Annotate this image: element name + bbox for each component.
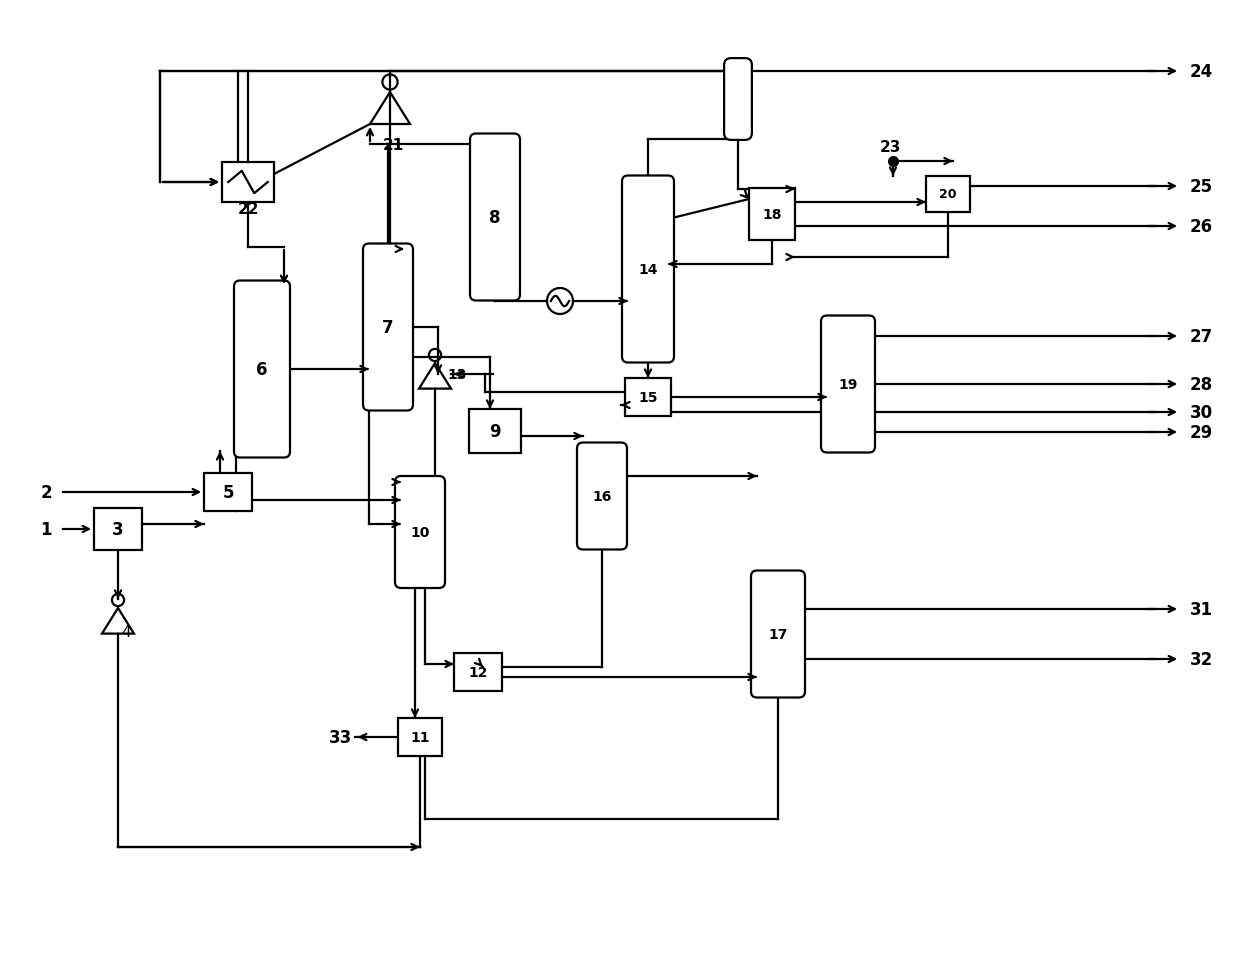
Text: 4: 4	[121, 625, 131, 639]
FancyBboxPatch shape	[751, 571, 805, 698]
Text: 15: 15	[638, 391, 658, 405]
Text: 17: 17	[768, 627, 788, 641]
Text: 19: 19	[839, 377, 857, 392]
Bar	[204, 474, 252, 512]
Text: 11: 11	[410, 730, 430, 744]
Text: 10: 10	[410, 525, 430, 539]
Text: 3: 3	[113, 520, 124, 538]
FancyBboxPatch shape	[234, 281, 290, 458]
Bar	[222, 163, 274, 203]
Text: 7: 7	[382, 318, 394, 336]
Text: 32: 32	[1189, 650, 1213, 668]
FancyBboxPatch shape	[724, 59, 752, 141]
Bar	[453, 654, 502, 691]
Bar	[470, 410, 522, 454]
Text: 16: 16	[592, 490, 612, 503]
Bar	[926, 177, 970, 213]
Bar	[750, 189, 795, 241]
Text: 30: 30	[1189, 403, 1213, 421]
FancyBboxPatch shape	[821, 316, 875, 453]
Text: 14: 14	[638, 263, 658, 276]
Text: 6: 6	[256, 360, 268, 378]
Text: 13: 13	[447, 368, 467, 381]
FancyBboxPatch shape	[577, 443, 627, 550]
Text: 24: 24	[1189, 63, 1213, 81]
FancyBboxPatch shape	[622, 176, 674, 363]
Text: 23: 23	[880, 140, 901, 155]
Text: 33: 33	[328, 728, 352, 746]
Text: 12: 12	[468, 665, 488, 679]
Text: 22: 22	[237, 201, 259, 216]
Text: 18: 18	[762, 208, 782, 222]
FancyBboxPatch shape	[470, 134, 520, 301]
FancyBboxPatch shape	[395, 476, 445, 588]
Text: 20: 20	[939, 189, 957, 201]
Text: 8: 8	[489, 209, 501, 227]
Bar	[624, 378, 672, 416]
Text: 9: 9	[489, 422, 501, 440]
Text: 25: 25	[1189, 178, 1213, 195]
Text: 28: 28	[1189, 375, 1213, 394]
Text: 31: 31	[1189, 600, 1213, 618]
Text: 27: 27	[1189, 328, 1213, 346]
Text: 26: 26	[1189, 218, 1213, 235]
Text: 21: 21	[383, 138, 404, 153]
Bar	[94, 509, 142, 551]
FancyBboxPatch shape	[363, 244, 413, 411]
Text: 29: 29	[1189, 423, 1213, 441]
Text: 2: 2	[41, 483, 52, 501]
Bar	[398, 719, 442, 757]
Text: 1: 1	[41, 520, 52, 538]
Text: 5: 5	[222, 483, 234, 501]
